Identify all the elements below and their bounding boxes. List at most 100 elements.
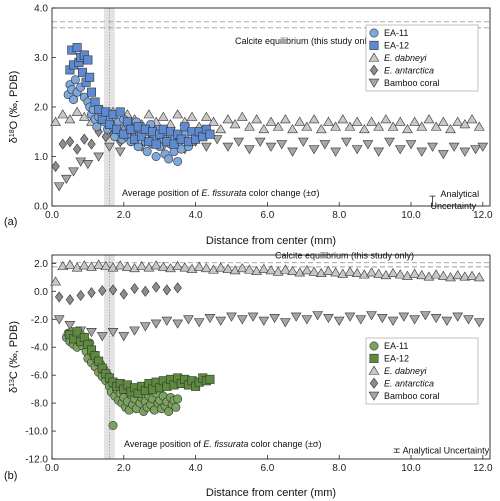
data-point	[162, 284, 172, 296]
data-point	[459, 271, 471, 281]
data-point	[477, 142, 489, 152]
legend-marker	[369, 28, 379, 38]
data-point	[430, 269, 442, 279]
panel-b: 0.0 2.0 4.0 6.0 8.0 10.0 12.0 -12.0 -10.0 -8.0 -6.…	[4, 251, 493, 499]
data-point	[301, 265, 313, 275]
y-axis-label-isotope: 18	[9, 129, 16, 137]
data-point	[301, 315, 313, 325]
data-point	[333, 316, 345, 326]
data-point	[143, 109, 155, 119]
data-point	[387, 267, 399, 278]
color-change-label-species: E. fissurata	[203, 439, 248, 449]
data-point	[193, 318, 205, 328]
x-tick-label: 2.0	[117, 210, 131, 221]
data-point	[169, 139, 179, 149]
data-point	[272, 121, 284, 131]
data-point	[119, 288, 128, 300]
y-tick-label: 0.0	[34, 287, 48, 298]
data-point	[430, 121, 442, 131]
data-point	[53, 182, 65, 192]
data-point	[366, 311, 377, 321]
data-point	[107, 327, 119, 338]
data-point	[441, 316, 453, 326]
y-tick-label: 3.0	[34, 53, 48, 64]
y-axis-label-delta: δ	[8, 137, 20, 143]
data-point	[141, 285, 150, 297]
data-point	[269, 314, 280, 324]
data-point	[351, 267, 363, 278]
data-point	[104, 142, 115, 152]
data-point	[172, 319, 184, 329]
data-point	[258, 316, 270, 326]
data-point	[172, 109, 184, 119]
data-point	[201, 263, 212, 273]
data-point	[118, 332, 130, 342]
data-point	[394, 145, 406, 155]
data-point	[280, 318, 291, 328]
legend-box	[365, 337, 479, 405]
uncertainty-bar	[393, 448, 400, 453]
data-point	[136, 260, 148, 271]
legend-label: EA-12	[384, 354, 409, 364]
data-point	[251, 114, 262, 124]
data-point	[280, 264, 291, 274]
legend-label: E. dabneyi	[384, 53, 428, 63]
data-point	[387, 316, 399, 326]
data-point	[180, 122, 190, 132]
data-point	[315, 124, 327, 134]
data-point	[78, 111, 90, 121]
data-point	[57, 109, 69, 119]
data-point	[183, 315, 194, 325]
data-point	[164, 154, 174, 164]
data-point	[151, 152, 161, 162]
y-tick-label: 2.0	[34, 103, 48, 114]
data-point	[362, 140, 374, 150]
x-tick-label: 10.0	[401, 463, 421, 474]
data-point	[164, 406, 174, 416]
data-point	[323, 314, 334, 324]
data-point	[308, 266, 320, 276]
data-point	[244, 121, 255, 131]
data-point	[173, 282, 182, 294]
data-point	[373, 268, 385, 278]
data-point	[244, 264, 255, 274]
data-point	[92, 122, 102, 132]
data-point	[205, 129, 215, 139]
color-change-label: Average position of E. fissurata color c…	[122, 188, 319, 198]
data-point	[236, 263, 248, 273]
data-point	[437, 150, 449, 160]
x-tick-label: 4.0	[189, 463, 203, 474]
x-tick-label: 4.0	[189, 210, 203, 221]
data-point	[416, 121, 428, 131]
data-point	[423, 114, 435, 124]
data-point	[344, 121, 356, 131]
data-point	[78, 260, 90, 270]
legend-label: Bamboo coral	[384, 391, 440, 401]
x-tick-label: 0.0	[45, 463, 59, 474]
y-tick-label: 0.0	[34, 202, 48, 213]
series-bamboo-coral	[53, 135, 489, 192]
y-tick-label: -4.0	[31, 343, 49, 354]
series-bamboo-coral	[53, 311, 485, 342]
y-axis-label-isotope: 13	[9, 379, 16, 387]
y-axis-label: δ18O (‰, PDB)	[8, 71, 20, 144]
data-point	[448, 142, 460, 152]
data-point	[420, 311, 431, 321]
panel-label: (b)	[4, 470, 17, 482]
data-point	[452, 270, 464, 280]
data-point	[265, 265, 277, 275]
data-point	[98, 285, 107, 297]
data-point	[355, 315, 367, 325]
data-point	[76, 289, 85, 302]
legend: EA-11 EA-12 E. dabneyi E. antarctica Bamboo …	[365, 24, 479, 92]
legend-marker	[368, 78, 380, 88]
data-point	[470, 145, 481, 155]
data-point	[466, 114, 478, 124]
y-axis-label: δ13C (‰, PDB)	[8, 321, 20, 393]
data-point	[100, 260, 112, 271]
x-tick-label: 8.0	[332, 210, 346, 221]
uncertainty-label-line2: Uncertainty	[431, 201, 477, 211]
data-point	[416, 147, 428, 157]
y-tick-label: -6.0	[31, 371, 49, 382]
data-point	[71, 106, 83, 116]
